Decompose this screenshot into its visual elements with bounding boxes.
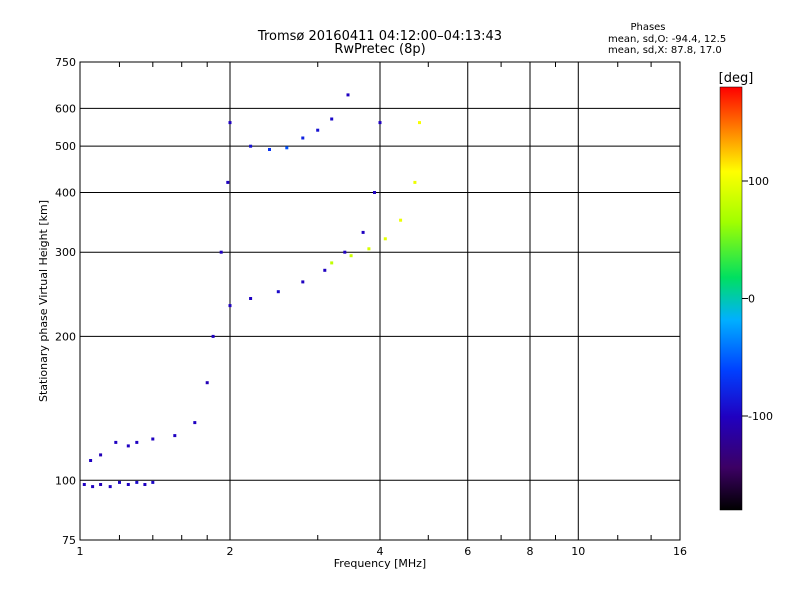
y-tick-label: 500 — [55, 140, 76, 153]
echo-point — [108, 485, 112, 489]
echo-point — [143, 483, 147, 486]
echo-point — [135, 480, 139, 484]
echo-point — [151, 437, 155, 441]
phases-o-stats: mean, sd,O: -94.4, 12.5 — [608, 34, 726, 45]
echo-point — [249, 144, 253, 148]
phases-title: Phases — [630, 22, 665, 33]
echo-point — [219, 250, 223, 254]
y-tick-label: 300 — [55, 246, 76, 259]
echo-point — [118, 480, 121, 484]
colorbar: [deg] 100 0 -100 — [719, 71, 773, 511]
x-tick-label: 1 — [77, 545, 84, 558]
echo-point — [418, 121, 421, 125]
echo-point — [346, 93, 350, 97]
axis-ticks: 1 2 4 6 8 10 16 75 100 200 300 400 500 600 750 — [55, 56, 687, 558]
colorbar-gradient — [719, 86, 743, 511]
echo-point — [399, 218, 403, 222]
echo-point — [268, 148, 271, 151]
echo-point — [413, 180, 417, 184]
echo-point — [373, 191, 376, 194]
echo-point — [89, 459, 93, 462]
echo-point — [135, 440, 139, 444]
echo-point — [114, 440, 118, 444]
chart-title: Tromsø 20160411 04:12:00–04:13:43 — [257, 29, 502, 44]
echo-point — [151, 480, 155, 484]
echo-point — [99, 453, 103, 457]
echo-point — [276, 290, 280, 294]
echo-point — [330, 261, 334, 265]
echo-point — [378, 121, 382, 125]
chart-subtitle: RwPretec (8p) — [334, 42, 425, 57]
echo-point — [99, 483, 103, 486]
y-tick-label: 400 — [55, 186, 76, 199]
echo-point — [211, 334, 215, 338]
y-tick-label: 100 — [55, 474, 76, 487]
y-tick-label: 600 — [55, 102, 76, 115]
echo-point — [330, 117, 334, 121]
echo-point — [301, 136, 305, 140]
x-tick-label: 4 — [377, 545, 384, 558]
colorbar-unit-label: [deg] — [719, 71, 754, 86]
echo-point — [228, 304, 232, 308]
echo-point — [126, 483, 130, 486]
x-tick-label: 2 — [227, 545, 234, 558]
echo-point — [126, 444, 130, 448]
grid — [80, 62, 680, 540]
colorbar-ticks: 100 0 -100 — [742, 175, 773, 423]
echo-point — [343, 250, 347, 254]
colorbar-tick-label: -100 — [748, 410, 773, 423]
x-axis-label: Frequency [MHz] — [334, 557, 426, 570]
y-axis-label: Stationary phase Virtual Height [km] — [37, 200, 50, 402]
echo-point — [285, 146, 289, 150]
colorbar-tick-label: 0 — [748, 293, 755, 306]
y-tick-label: 750 — [55, 56, 76, 69]
echo-point — [91, 485, 95, 489]
echo-point — [205, 381, 209, 385]
echo-point — [361, 230, 365, 234]
echo-point — [249, 297, 253, 300]
echo-point — [301, 280, 305, 284]
echo-point — [349, 254, 353, 258]
echo-point — [173, 434, 177, 438]
echo-point — [226, 180, 230, 184]
x-tick-label: 16 — [673, 545, 687, 558]
y-tick-label: 200 — [55, 330, 76, 343]
x-tick-label: 6 — [464, 545, 471, 558]
echo-point — [193, 421, 197, 425]
x-tick-label: 10 — [571, 545, 585, 558]
echo-point — [228, 121, 232, 125]
echo-point — [383, 237, 387, 241]
data-points — [82, 93, 421, 489]
colorbar-tick-label: 100 — [748, 175, 769, 188]
echo-point — [316, 128, 320, 132]
echo-point — [367, 247, 371, 251]
x-tick-label: 8 — [527, 545, 534, 558]
y-tick-label: 75 — [62, 534, 76, 547]
echo-point — [82, 483, 86, 486]
echo-point — [323, 268, 327, 272]
phases-x-stats: mean, sd,X: 87.8, 17.0 — [608, 45, 722, 56]
